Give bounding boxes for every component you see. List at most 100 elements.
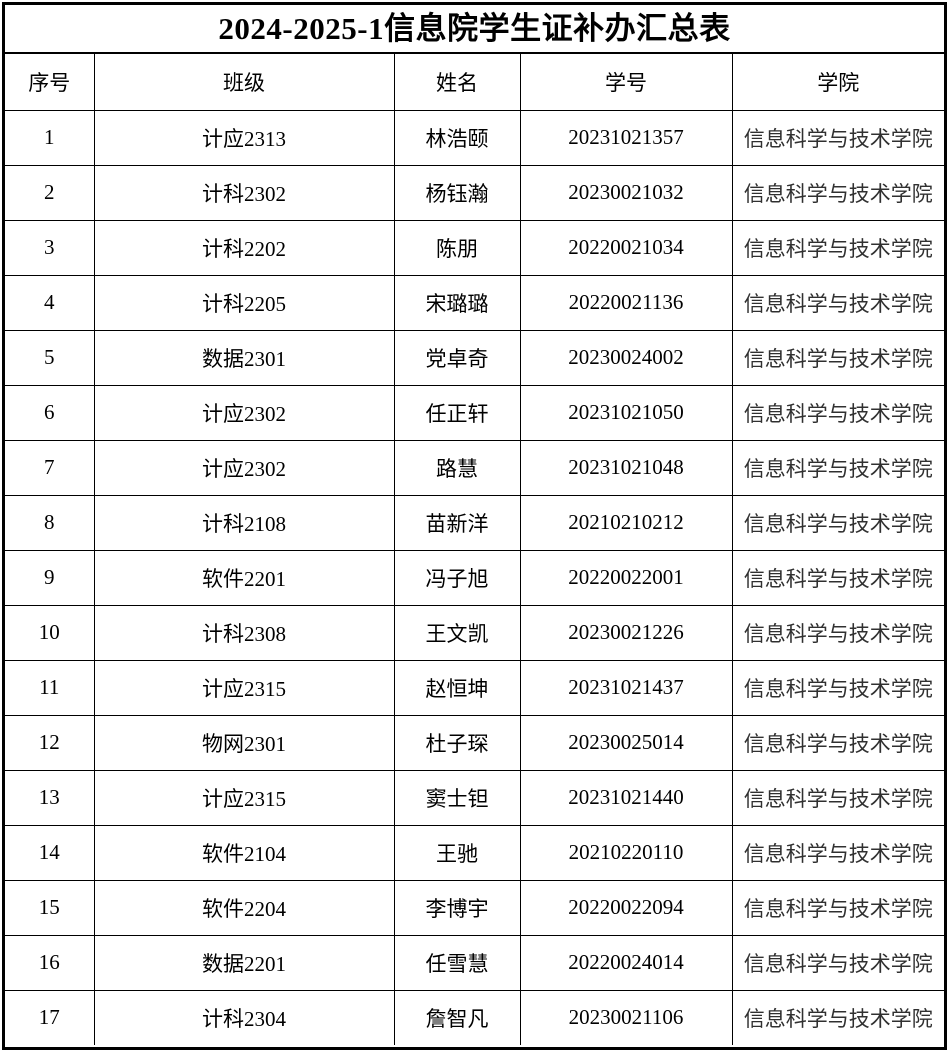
cell-college: 信息科学与技术学院 (731, 769, 944, 826)
cell-student-id: 20230021106 (519, 989, 733, 1045)
cell-class: 计科2108 (93, 494, 395, 551)
cell-student-id: 20210220110 (519, 824, 733, 881)
cell-student-id: 20230021226 (519, 604, 733, 661)
cell-index: 13 (5, 769, 95, 826)
cell-name: 李博宇 (393, 879, 521, 936)
cell-class: 数据2201 (93, 934, 395, 991)
cell-student-id: 20230021032 (519, 164, 733, 221)
cell-college: 信息科学与技术学院 (731, 164, 944, 221)
cell-index: 12 (5, 714, 95, 771)
cell-student-id: 20210210212 (519, 494, 733, 551)
cell-class: 计科2205 (93, 274, 395, 331)
cell-class: 软件2204 (93, 879, 395, 936)
table-row: 4 计科2205 宋璐璐 20220021136 信息科学与技术学院 (5, 274, 944, 331)
table-row: 6 计应2302 任正轩 20231021050 信息科学与技术学院 (5, 384, 944, 441)
cell-college: 信息科学与技术学院 (731, 329, 944, 386)
cell-name: 王文凯 (393, 604, 521, 661)
header-student-id: 学号 (519, 54, 733, 111)
cell-class: 计应2313 (93, 109, 395, 166)
cell-student-id: 20230025014 (519, 714, 733, 771)
cell-college: 信息科学与技术学院 (731, 604, 944, 661)
cell-name: 王驰 (393, 824, 521, 881)
cell-index: 9 (5, 549, 95, 606)
cell-name: 詹智凡 (393, 989, 521, 1045)
cell-index: 16 (5, 934, 95, 991)
cell-index: 7 (5, 439, 95, 496)
cell-student-id: 20231021357 (519, 109, 733, 166)
cell-class: 计应2315 (93, 659, 395, 716)
cell-index: 6 (5, 384, 95, 441)
header-row: 序号 班级 姓名 学号 学院 (5, 54, 944, 111)
cell-class: 软件2104 (93, 824, 395, 881)
summary-table: 序号 班级 姓名 学号 学院 1 计应2313 林浩颐 20231021357 … (5, 54, 944, 1045)
table-row: 10 计科2308 王文凯 20230021226 信息科学与技术学院 (5, 604, 944, 661)
table-row: 3 计科2202 陈朋 20220021034 信息科学与技术学院 (5, 219, 944, 276)
cell-college: 信息科学与技术学院 (731, 879, 944, 936)
cell-index: 10 (5, 604, 95, 661)
cell-index: 3 (5, 219, 95, 276)
header-class: 班级 (93, 54, 395, 111)
cell-student-id: 20231021048 (519, 439, 733, 496)
table-header: 序号 班级 姓名 学号 学院 (5, 54, 944, 111)
table-row: 15 软件2204 李博宇 20220022094 信息科学与技术学院 (5, 879, 944, 936)
table-row: 13 计应2315 窦士钽 20231021440 信息科学与技术学院 (5, 769, 944, 826)
cell-student-id: 20231021440 (519, 769, 733, 826)
cell-index: 4 (5, 274, 95, 331)
table-row: 8 计科2108 苗新洋 20210210212 信息科学与技术学院 (5, 494, 944, 551)
cell-college: 信息科学与技术学院 (731, 439, 944, 496)
cell-class: 计应2315 (93, 769, 395, 826)
cell-college: 信息科学与技术学院 (731, 109, 944, 166)
cell-college: 信息科学与技术学院 (731, 549, 944, 606)
table-row: 14 软件2104 王驰 20210220110 信息科学与技术学院 (5, 824, 944, 881)
cell-student-id: 20231021437 (519, 659, 733, 716)
cell-college: 信息科学与技术学院 (731, 384, 944, 441)
table-row: 2 计科2302 杨钰瀚 20230021032 信息科学与技术学院 (5, 164, 944, 221)
cell-index: 8 (5, 494, 95, 551)
cell-class: 物网2301 (93, 714, 395, 771)
cell-student-id: 20230024002 (519, 329, 733, 386)
table-row: 17 计科2304 詹智凡 20230021106 信息科学与技术学院 (5, 989, 944, 1045)
cell-college: 信息科学与技术学院 (731, 989, 944, 1045)
cell-name: 任正轩 (393, 384, 521, 441)
cell-index: 2 (5, 164, 95, 221)
page-title: 2024-2025-1信息院学生证补办汇总表 (5, 5, 944, 54)
cell-student-id: 20220021034 (519, 219, 733, 276)
table-row: 1 计应2313 林浩颐 20231021357 信息科学与技术学院 (5, 109, 944, 166)
cell-college: 信息科学与技术学院 (731, 714, 944, 771)
cell-name: 冯子旭 (393, 549, 521, 606)
cell-index: 15 (5, 879, 95, 936)
cell-name: 杨钰瀚 (393, 164, 521, 221)
cell-index: 5 (5, 329, 95, 386)
cell-name: 赵恒坤 (393, 659, 521, 716)
cell-class: 计科2302 (93, 164, 395, 221)
table-row: 9 软件2201 冯子旭 20220022001 信息科学与技术学院 (5, 549, 944, 606)
cell-class: 计应2302 (93, 384, 395, 441)
table-body: 1 计应2313 林浩颐 20231021357 信息科学与技术学院 2 计科2… (5, 109, 944, 1045)
cell-index: 17 (5, 989, 95, 1045)
header-college: 学院 (731, 54, 944, 111)
cell-class: 计科2202 (93, 219, 395, 276)
cell-name: 陈朋 (393, 219, 521, 276)
cell-student-id: 20231021050 (519, 384, 733, 441)
cell-college: 信息科学与技术学院 (731, 659, 944, 716)
cell-index: 1 (5, 109, 95, 166)
cell-student-id: 20220022094 (519, 879, 733, 936)
cell-college: 信息科学与技术学院 (731, 274, 944, 331)
table-row: 11 计应2315 赵恒坤 20231021437 信息科学与技术学院 (5, 659, 944, 716)
cell-name: 林浩颐 (393, 109, 521, 166)
header-name: 姓名 (393, 54, 521, 111)
cell-college: 信息科学与技术学院 (731, 824, 944, 881)
cell-college: 信息科学与技术学院 (731, 494, 944, 551)
cell-college: 信息科学与技术学院 (731, 934, 944, 991)
cell-name: 宋璐璐 (393, 274, 521, 331)
cell-student-id: 20220021136 (519, 274, 733, 331)
cell-class: 软件2201 (93, 549, 395, 606)
table-row: 12 物网2301 杜子琛 20230025014 信息科学与技术学院 (5, 714, 944, 771)
header-index: 序号 (5, 54, 95, 111)
cell-name: 党卓奇 (393, 329, 521, 386)
cell-name: 任雪慧 (393, 934, 521, 991)
cell-student-id: 20220022001 (519, 549, 733, 606)
table-row: 5 数据2301 党卓奇 20230024002 信息科学与技术学院 (5, 329, 944, 386)
